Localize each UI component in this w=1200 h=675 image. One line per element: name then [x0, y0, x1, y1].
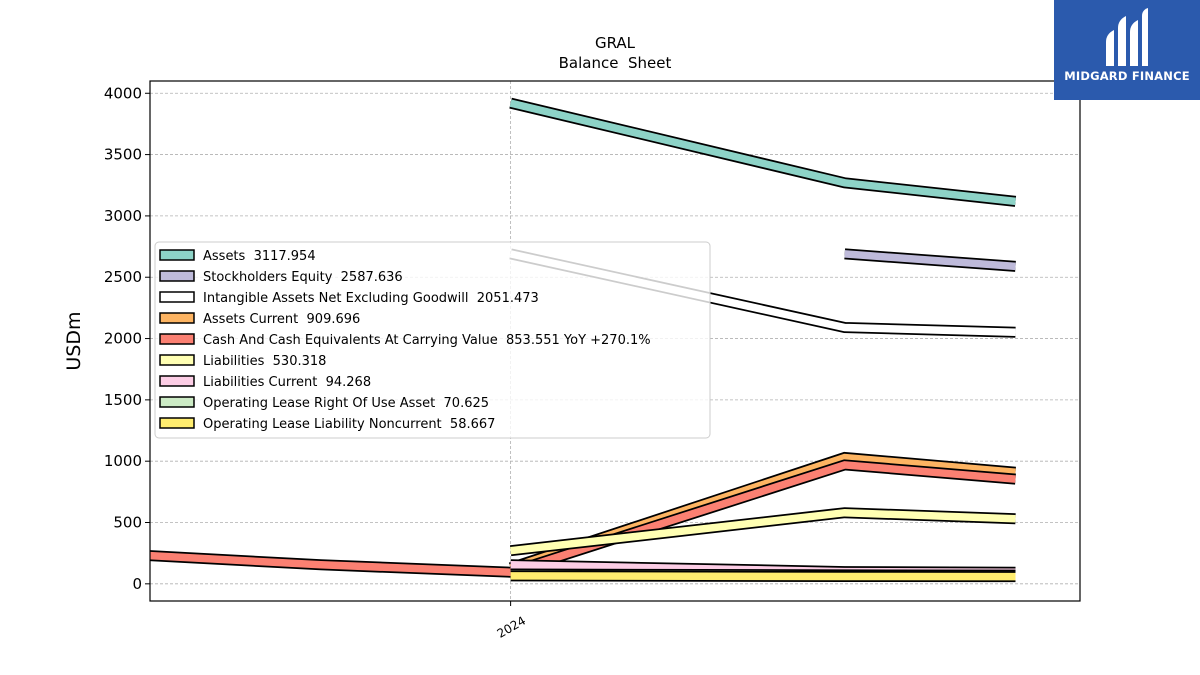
x-tick-label: 2024: [495, 613, 528, 640]
series-line: [844, 248, 1016, 272]
legend-entry: Operating Lease Right Of Use Asset 70.62…: [203, 396, 489, 411]
legend-entry: Assets Current 909.696: [203, 312, 360, 327]
legend-swatch: [159, 333, 195, 345]
y-tick-label: 1500: [104, 391, 142, 409]
y-tick-label: 1000: [104, 452, 142, 470]
legend-swatch: [159, 270, 195, 282]
y-tick-label: 3000: [104, 207, 142, 225]
chart-title: GRAL: [595, 34, 636, 52]
chart-subtitle: Balance Sheet: [559, 54, 672, 72]
legend: Assets 3117.954 Stockholders Equity 2587.…: [154, 241, 711, 439]
legend-entry: Intangible Assets Net Excluding Goodwill…: [203, 291, 539, 306]
legend-entry: Liabilities Current 94.268: [203, 375, 371, 390]
legend-swatch: [159, 291, 195, 303]
legend-entry: Cash And Cash Equivalents At Carrying Va…: [203, 333, 651, 348]
y-tick-label: 0: [132, 575, 142, 593]
legend-swatch: [159, 354, 195, 366]
y-tick-label: 500: [113, 514, 142, 532]
series-line: [149, 459, 1016, 578]
legend-swatch: [159, 396, 195, 408]
y-tick-label: 2500: [104, 268, 142, 286]
legend-swatch: [159, 417, 195, 429]
legend-entry: Liabilities 530.318: [203, 354, 326, 369]
legend-swatch: [159, 375, 195, 387]
plot-frame: [149, 80, 1081, 602]
series-line: [509, 97, 1017, 207]
series-line: [509, 507, 1016, 557]
legend-swatch: [159, 312, 195, 324]
series-line: [510, 570, 1016, 583]
y-tick-label: 3500: [104, 146, 142, 164]
y-tick-label: 2000: [104, 330, 142, 348]
midgard-finance-logo: MIDGARD FINANCE: [1054, 0, 1200, 100]
legend-entry: Assets 3117.954: [203, 249, 316, 264]
y-tick-label: 4000: [104, 84, 142, 102]
legend-entry: Stockholders Equity 2587.636: [203, 270, 403, 285]
y-axis-label: USDm: [63, 311, 85, 370]
logo-text: MIDGARD FINANCE: [1064, 69, 1190, 83]
legend-swatch: [159, 249, 195, 261]
logo-mark-icon: [1106, 8, 1148, 66]
legend-entry: Operating Lease Liability Noncurrent 58.…: [203, 417, 495, 432]
